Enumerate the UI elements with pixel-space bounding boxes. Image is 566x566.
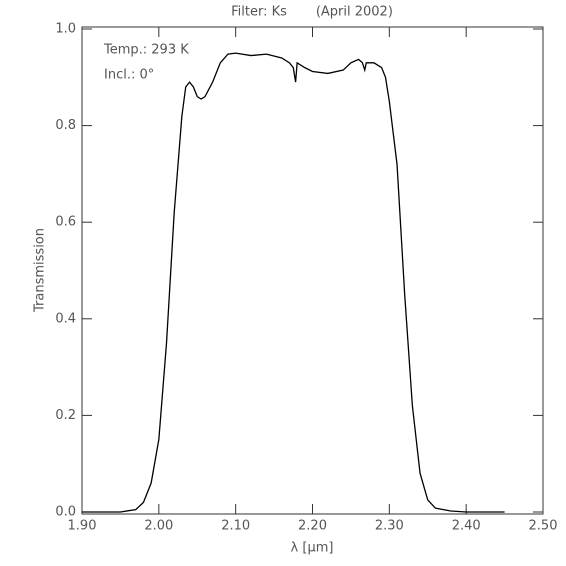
annotation: Temp.: 293 K [103, 43, 189, 58]
x-axis-label: λ [μm] [291, 541, 334, 556]
x-tick-label: 2.30 [375, 519, 404, 534]
y-axis-label: Transmission [33, 228, 48, 313]
line [82, 52, 505, 513]
y-tick-label: 0.8 [55, 118, 76, 133]
y-tick-label: 0.0 [55, 505, 76, 520]
x-tick-label: 2.40 [452, 519, 481, 534]
x-tick-label: 2.10 [221, 519, 250, 534]
x-tick-label: 2.50 [529, 519, 558, 534]
x-tick-label: 2.00 [144, 519, 173, 534]
annotation: Incl.: 0° [104, 68, 154, 83]
y-tick-label: 1.0 [55, 22, 76, 37]
x-tick-label: 1.90 [68, 519, 97, 534]
y-tick-label: 0.2 [55, 408, 76, 423]
chart-title: Filter: Ks (April 2002) [231, 5, 393, 20]
x-tick-label: 2.20 [298, 519, 327, 534]
y-tick-label: 0.4 [55, 311, 76, 326]
y-tick-label: 0.6 [55, 215, 76, 230]
